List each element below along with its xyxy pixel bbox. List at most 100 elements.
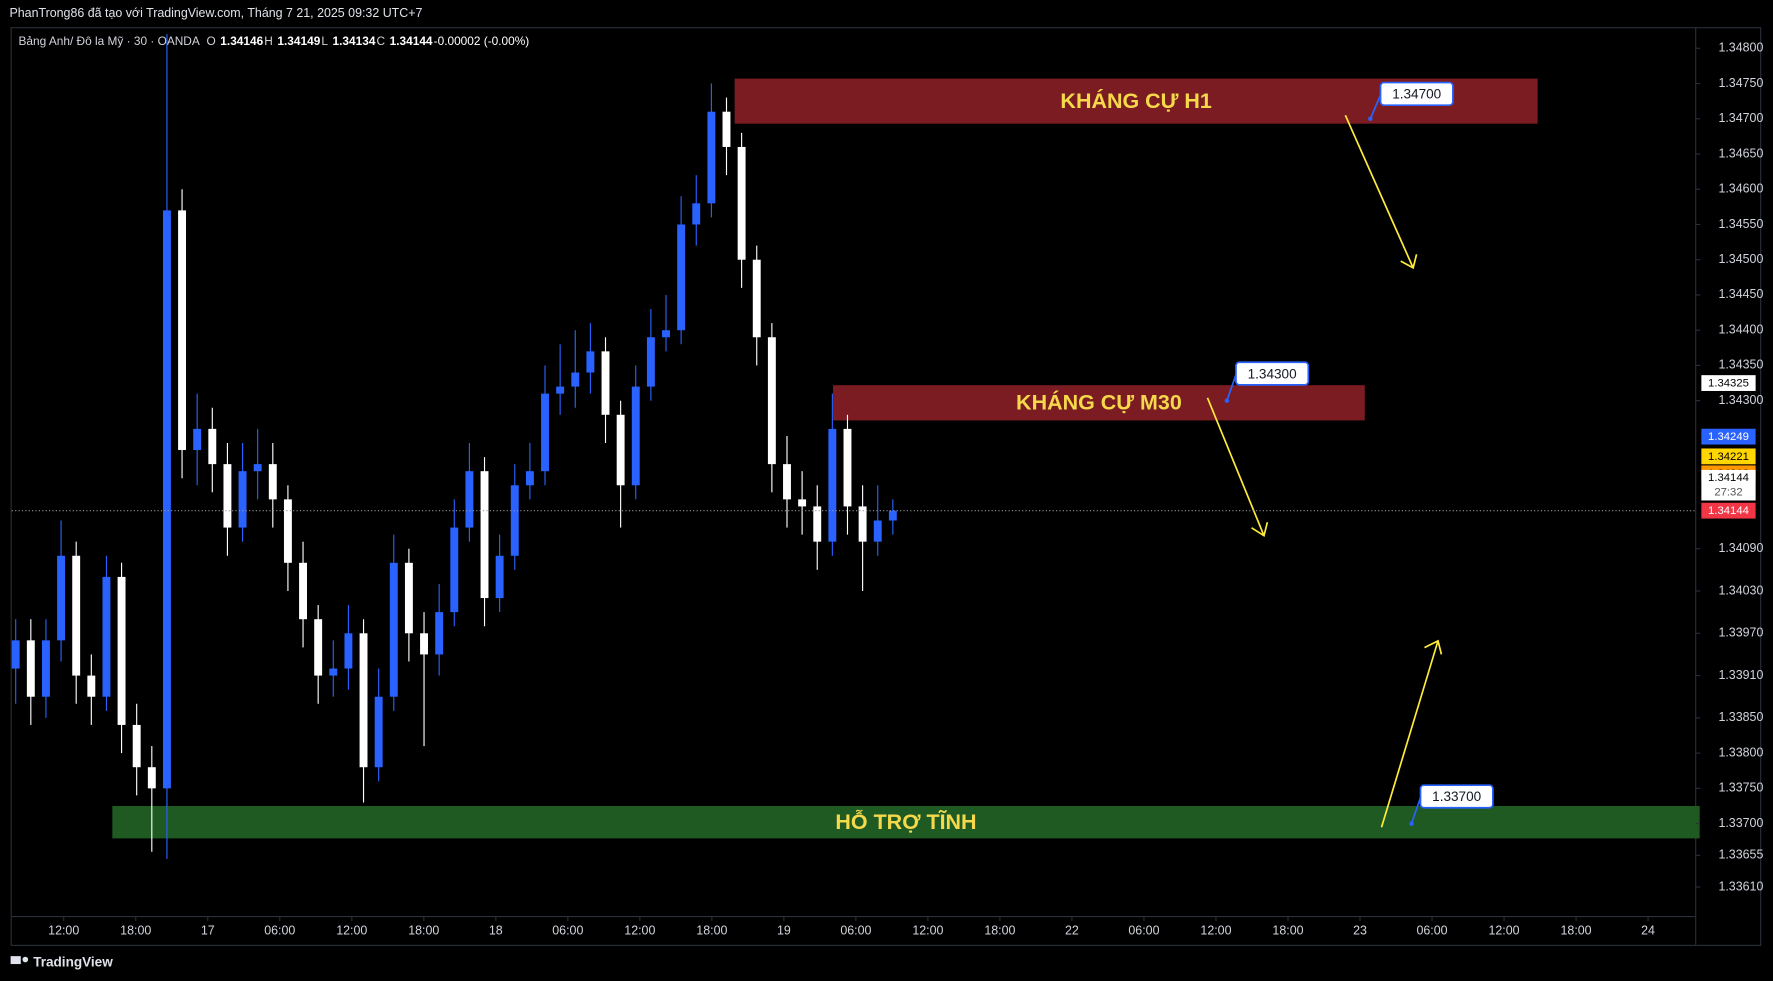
y-tick-label: 1.34450 bbox=[1718, 287, 1763, 301]
callout-anchor bbox=[1224, 398, 1230, 403]
y-tick-label: 1.33655 bbox=[1718, 848, 1763, 862]
countdown: 27:32 bbox=[1714, 487, 1742, 499]
price-badge-label: 1.34144 bbox=[1708, 505, 1749, 517]
callout-anchor bbox=[1368, 116, 1373, 122]
candle-body bbox=[783, 464, 791, 500]
callout-anchor bbox=[1409, 821, 1414, 826]
zones: KHÁNG CỰ H1 1.34700 KHÁNG CỰ M30 1.34300 HỖ … bbox=[112, 78, 1700, 839]
candle-body bbox=[813, 506, 822, 542]
candle-body bbox=[525, 471, 534, 486]
candle-body bbox=[420, 633, 428, 655]
x-tick-label: 18:00 bbox=[696, 924, 727, 938]
candle-body bbox=[193, 428, 202, 451]
footer-brand: TradingView bbox=[33, 954, 113, 969]
y-tick-label: 1.34650 bbox=[1718, 146, 1763, 160]
candle-body bbox=[162, 210, 171, 789]
x-tick-label: 12:00 bbox=[1488, 924, 1519, 938]
y-tick-label: 1.33800 bbox=[1718, 745, 1763, 759]
candles bbox=[11, 34, 897, 859]
candle-body bbox=[404, 562, 413, 634]
candle-body bbox=[737, 146, 746, 260]
legend-item: Bảng Anh/ Đô la Mỹ · 30 · OANDA bbox=[19, 34, 200, 48]
y-tick-label: 1.33970 bbox=[1718, 626, 1763, 640]
x-tick-label: 12:00 bbox=[912, 924, 943, 938]
arrow-head bbox=[1400, 254, 1418, 270]
x-tick-label: 18:00 bbox=[1272, 924, 1303, 938]
candle-body bbox=[299, 562, 307, 620]
y-tick-label: 1.34500 bbox=[1718, 252, 1763, 266]
price-badge-label: 1.34249 bbox=[1708, 431, 1749, 443]
candle-body bbox=[147, 767, 156, 789]
x-tick-label: 18:00 bbox=[408, 924, 439, 938]
price-badge bbox=[1701, 448, 1756, 465]
legend: Bảng Anh/ Đô la Mỹ · 30 · OANDA O 1.34146 H… bbox=[19, 34, 530, 48]
candle-body bbox=[631, 386, 640, 486]
candle-body bbox=[253, 464, 262, 472]
x-tick-label: 12:00 bbox=[336, 924, 367, 938]
zone-label: HỖ TRỢ TĨNH bbox=[835, 808, 976, 834]
candle-body bbox=[510, 485, 519, 556]
y-tick-label: 1.33910 bbox=[1718, 668, 1763, 682]
legend-item: 1.34149 bbox=[277, 34, 320, 48]
candle-body bbox=[465, 471, 474, 528]
candle-body bbox=[374, 696, 383, 768]
y-tick-label: 1.34090 bbox=[1718, 541, 1763, 555]
price-badge bbox=[1701, 469, 1756, 501]
candle-body bbox=[586, 351, 595, 373]
x-tick-label: 18 bbox=[489, 924, 503, 938]
candle-body bbox=[208, 428, 217, 465]
footer: TradingView bbox=[10, 954, 113, 969]
price-badge-label: 1.34325 bbox=[1708, 378, 1749, 390]
candle-body bbox=[798, 499, 807, 507]
candle-body bbox=[389, 562, 398, 697]
candle-body bbox=[132, 724, 141, 768]
candle-body bbox=[11, 640, 20, 669]
candle-body bbox=[541, 393, 549, 472]
candle-body bbox=[102, 576, 111, 697]
candle-body bbox=[435, 612, 444, 655]
candle-body bbox=[556, 386, 565, 394]
candle-body bbox=[57, 555, 66, 641]
candle-body bbox=[767, 337, 776, 465]
y-tick-label: 1.34750 bbox=[1718, 76, 1763, 90]
zone-label: KHÁNG CỰ H1 bbox=[1060, 88, 1211, 113]
candle-body bbox=[692, 203, 701, 225]
legend-item: C bbox=[377, 34, 386, 48]
y-tick-label: 1.33610 bbox=[1718, 879, 1763, 893]
x-tick-label: 18:00 bbox=[1560, 924, 1591, 938]
logo bbox=[10, 956, 21, 965]
x-tick-label: 06:00 bbox=[1128, 924, 1159, 938]
y-tick-label: 1.33700 bbox=[1718, 816, 1763, 830]
candle-body bbox=[873, 520, 882, 542]
y-tick-label: 1.34550 bbox=[1718, 217, 1763, 231]
candle-body bbox=[601, 351, 610, 415]
legend-item: O bbox=[207, 34, 216, 48]
callout-pointer bbox=[1410, 797, 1422, 824]
candle-body bbox=[843, 428, 852, 507]
y-tick-label: 1.34800 bbox=[1718, 41, 1763, 55]
x-tick-label: 06:00 bbox=[840, 924, 871, 938]
candle-body bbox=[571, 372, 580, 387]
candle-body bbox=[72, 555, 81, 676]
x-tick-label: 17 bbox=[201, 924, 215, 938]
legend-item: L bbox=[321, 34, 328, 48]
x-tick-label: 22 bbox=[1065, 924, 1079, 938]
candle-body bbox=[268, 464, 277, 500]
arrow-head bbox=[1251, 521, 1269, 538]
x-tick-label: 12:00 bbox=[1200, 924, 1231, 938]
x-tick-label: 24 bbox=[1641, 924, 1655, 938]
price-badge-label: 1.34221 bbox=[1708, 451, 1749, 463]
arrow-head bbox=[1424, 639, 1443, 655]
callout-label: 1.33700 bbox=[1432, 789, 1481, 804]
frame bbox=[10, 27, 1762, 946]
price-badge-label: 1.34144 bbox=[1708, 472, 1749, 484]
candle-body bbox=[41, 640, 50, 697]
candle-body bbox=[752, 259, 761, 338]
arrow bbox=[1344, 114, 1414, 269]
candle-body bbox=[283, 499, 292, 563]
zone bbox=[833, 385, 1365, 421]
callout-box bbox=[1379, 81, 1454, 107]
price-badge bbox=[1701, 375, 1756, 391]
y-tick-label: 1.34030 bbox=[1718, 583, 1763, 597]
y-tick-label: 1.34700 bbox=[1718, 111, 1763, 125]
